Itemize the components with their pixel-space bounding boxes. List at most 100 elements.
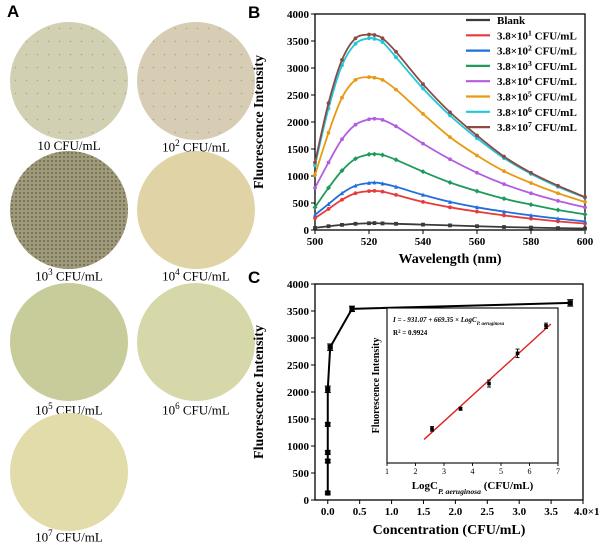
data-point xyxy=(372,33,377,37)
petri-plate xyxy=(10,151,128,269)
data-point xyxy=(583,226,587,231)
data-point xyxy=(367,221,371,226)
data-point xyxy=(353,183,358,188)
data-point xyxy=(583,218,587,224)
y-tick-label: 500 xyxy=(293,198,310,210)
data-point xyxy=(349,306,355,312)
y-tick-label: 0 xyxy=(304,225,310,237)
inset-data-point xyxy=(430,427,434,431)
petri-plate xyxy=(10,283,128,401)
data-point xyxy=(372,221,377,225)
data-point xyxy=(380,221,385,226)
data-point xyxy=(447,179,453,185)
data-point xyxy=(353,77,358,82)
plate-caption: 102 CFU/mL xyxy=(162,138,230,155)
data-point xyxy=(367,180,371,185)
data-point xyxy=(326,101,331,105)
data-point xyxy=(325,386,331,392)
y-axis-label: Fluorescence Intensity xyxy=(252,55,267,189)
y-tick-label: 1500 xyxy=(287,144,310,156)
concentration-response-chart: 0.0 0.5 1.0 1.5 2.0 2.5 3.0 3.5 4.0×107 0 500 1000 1… xyxy=(252,279,600,538)
data-point xyxy=(380,77,385,82)
y-tick-label: 0 xyxy=(304,495,310,507)
data-point xyxy=(393,157,399,163)
data-point xyxy=(556,191,560,196)
y-tick-label: 3500 xyxy=(287,36,310,48)
data-point xyxy=(325,421,331,427)
data-point xyxy=(366,151,372,157)
petri-plate xyxy=(137,22,255,140)
data-point xyxy=(421,112,425,116)
y-tick-label: 3500 xyxy=(287,306,310,318)
data-point xyxy=(582,211,588,217)
plate-caption: 103 CFU/mL xyxy=(35,267,103,284)
data-point xyxy=(372,75,377,80)
data-point xyxy=(475,204,479,210)
data-point xyxy=(353,191,358,196)
legend-label: 3.8×104 CFU/mL xyxy=(497,74,577,89)
data-point xyxy=(340,190,344,196)
data-point xyxy=(380,36,385,41)
data-point xyxy=(502,225,506,229)
data-point xyxy=(421,222,425,227)
x-tick-label: 580 xyxy=(523,236,540,248)
inset-x-axis-label: LogCP. aeruginosa (CFU/mL) xyxy=(412,480,534,496)
x-tick-label: 500 xyxy=(307,236,324,248)
data-point xyxy=(501,196,507,202)
data-point xyxy=(421,82,425,87)
panel-label-a: A xyxy=(7,2,20,21)
data-point xyxy=(313,185,317,190)
data-point xyxy=(339,168,345,174)
data-point xyxy=(327,344,333,350)
data-point xyxy=(567,300,573,306)
x-tick-label: 1.5 xyxy=(417,506,431,518)
x-tick-label: 2.0 xyxy=(449,506,463,518)
data-point xyxy=(502,154,506,159)
x-tick-label: 4.0×107 xyxy=(574,504,600,519)
legend-label: 3.8×101 CFU/mL xyxy=(497,28,577,43)
inset-frame xyxy=(386,307,559,464)
data-point xyxy=(380,117,385,122)
data-point xyxy=(475,153,479,158)
data-point xyxy=(475,133,479,138)
data-point xyxy=(529,213,533,218)
data-point xyxy=(502,209,506,214)
data-point xyxy=(326,207,331,211)
emission-spectra-chart: 500 520 540 560 580 6000500100015002000250030… xyxy=(252,9,594,267)
data-point xyxy=(340,197,344,202)
data-point xyxy=(313,225,317,230)
y-tick-label: 1000 xyxy=(287,171,310,183)
data-point xyxy=(421,200,425,204)
data-point xyxy=(353,156,358,162)
data-point xyxy=(353,122,358,127)
y-tick-label: 3000 xyxy=(287,333,310,345)
data-point xyxy=(529,181,533,185)
data-point xyxy=(448,223,452,228)
data-point xyxy=(353,41,358,46)
data-point xyxy=(325,449,331,456)
inset-data-point xyxy=(544,324,548,328)
data-point xyxy=(371,151,377,157)
data-point xyxy=(313,173,317,177)
data-point xyxy=(313,163,317,168)
inset-data-point xyxy=(487,381,491,386)
data-point xyxy=(448,205,452,210)
petri-plate xyxy=(137,283,255,401)
data-point xyxy=(475,209,479,214)
data-point xyxy=(372,180,377,185)
y-tick-label: 3000 xyxy=(287,63,310,75)
data-point xyxy=(367,117,371,122)
data-point xyxy=(340,137,344,142)
panel-label-c: C xyxy=(248,268,261,287)
data-point xyxy=(502,213,506,218)
x-tick-label: 0.5 xyxy=(353,506,367,518)
fit-equation: I = - 931.07 + 669.35 × LogCP. aeruginos… xyxy=(392,316,505,327)
data-point xyxy=(326,224,331,229)
inset-x-tick-label: 4 xyxy=(471,467,475,476)
data-point xyxy=(380,189,385,194)
x-tick-label: 600 xyxy=(577,236,594,248)
data-point xyxy=(421,86,425,91)
data-point xyxy=(372,116,377,121)
data-point xyxy=(529,170,533,175)
data-point xyxy=(340,222,344,227)
